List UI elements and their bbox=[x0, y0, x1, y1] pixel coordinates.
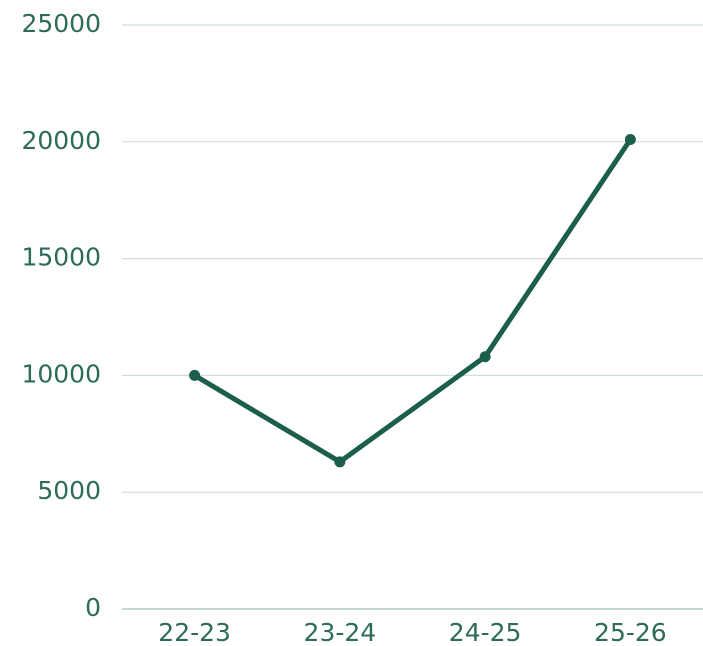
point bbox=[624, 133, 636, 145]
point bbox=[479, 351, 491, 363]
line bbox=[192, 136, 633, 465]
x-tick-label: 22-23 bbox=[158, 618, 231, 646]
y-tick-label: 15000 bbox=[21, 243, 101, 272]
y-tick-label: 20000 bbox=[21, 126, 101, 155]
y-tick-label: 25000 bbox=[21, 9, 101, 38]
point bbox=[334, 456, 346, 468]
y-tick-label: 10000 bbox=[21, 359, 101, 388]
y-tick-label: 0 bbox=[85, 593, 101, 622]
x-tick-label: 25-26 bbox=[594, 618, 667, 646]
x-tick-label: 24-25 bbox=[449, 618, 522, 646]
point bbox=[189, 369, 201, 381]
x-tick-label: 23-24 bbox=[304, 618, 377, 646]
y-tick-label: 5000 bbox=[37, 476, 101, 505]
